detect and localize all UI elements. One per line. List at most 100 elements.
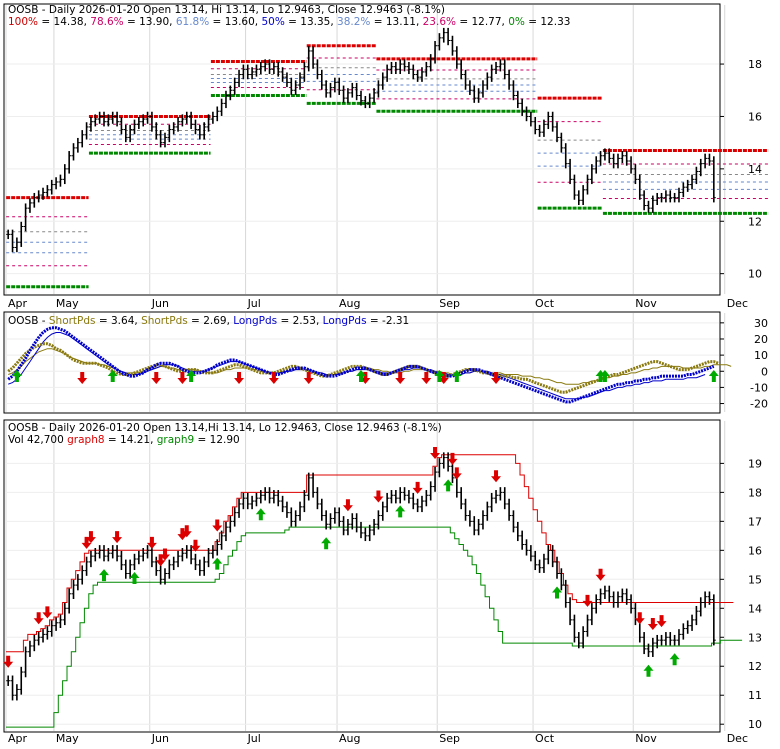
y-tick-label: 19 xyxy=(748,457,762,470)
sell-signal-arrow xyxy=(634,612,645,625)
middle-title-part: = 2.69, xyxy=(188,315,234,327)
x-tick-label-bottom: Nov xyxy=(635,732,657,745)
sell-signal-arrow xyxy=(447,452,458,465)
y-tick-label: -20 xyxy=(750,398,768,411)
fib-value: 12.33 xyxy=(540,16,570,28)
middle-title-part: = 3.64, xyxy=(96,315,142,327)
grid-layer xyxy=(5,5,726,731)
x-tick-label-top: Oct xyxy=(535,297,555,310)
fib-value: 14.38 xyxy=(54,16,84,28)
fib-sep: , xyxy=(255,16,262,28)
sell-signal-arrow xyxy=(491,372,502,384)
y-tick-label: 12 xyxy=(748,215,762,228)
x-tick-label-bottom: Oct xyxy=(535,732,555,745)
bottom-volume-part: = 14.21, xyxy=(105,434,157,446)
buy-signal-arrow xyxy=(395,505,406,518)
buy-signal-arrow xyxy=(255,508,266,521)
buy-signal-arrow xyxy=(356,370,366,382)
top-panel-frame xyxy=(3,3,721,296)
shortpds-line-2 xyxy=(8,348,732,385)
y-tick-label: 30 xyxy=(754,317,768,330)
sell-signal-arrow xyxy=(190,539,201,552)
sell-signal-arrow xyxy=(395,372,406,384)
buy-signal-arrow xyxy=(443,479,454,492)
fib-sep: , xyxy=(84,16,91,28)
bottom-volume-part: = 12.90 xyxy=(194,434,240,446)
sell-signal-arrow xyxy=(373,490,384,503)
bottom-volume-part: Vol 42,700 xyxy=(8,434,67,446)
fib-sep: , xyxy=(169,16,176,28)
fib-equals: = xyxy=(370,16,385,28)
buy-signal-arrow xyxy=(212,557,223,570)
middle-title-part: ShortPds xyxy=(141,315,188,327)
longpds-line-1 xyxy=(7,326,715,404)
bottom-volume-part: graph9 xyxy=(157,434,194,446)
sell-signal-arrow xyxy=(647,618,658,631)
x-tick-label-top: Jul xyxy=(247,297,261,310)
x-tick-label-bottom: Jun xyxy=(151,732,169,745)
y-tick-label: 17 xyxy=(748,515,762,528)
x-tick-label-bottom: Jul xyxy=(247,732,261,745)
bottom-volume-part: graph8 xyxy=(67,434,104,446)
buy-signal-arrow xyxy=(186,370,197,382)
x-tick-label-top: Jun xyxy=(151,297,169,310)
sell-signal-arrow xyxy=(159,548,170,561)
middle-title-part: = 2.53, xyxy=(277,315,323,327)
sell-signal-arrow xyxy=(656,615,667,628)
y-tick-label: -10 xyxy=(750,381,768,394)
buy-signal-arrow xyxy=(321,537,332,550)
sell-signal-arrow xyxy=(3,655,14,668)
fib-value: 13.35 xyxy=(300,16,330,28)
bottom-panel-frame xyxy=(3,419,721,733)
buy-signal-arrow xyxy=(434,370,445,382)
bottom-panel-volume-line: Vol 42,700 graph8 = 14.21, graph9 = 12.9… xyxy=(8,434,240,446)
sell-signal-arrow xyxy=(430,447,441,460)
axis-labels: Apr Apr May May Jun Jun Jul Jul Aug Aug Sep Sep Oct O… xyxy=(8,58,768,745)
x-tick-label-bottom: Apr xyxy=(8,732,28,745)
buy-signal-arrow xyxy=(669,653,680,666)
sell-signal-arrow xyxy=(491,470,502,483)
graph8-line xyxy=(6,454,734,653)
bottom-panel-marks xyxy=(3,447,743,728)
y-tick-label: 14 xyxy=(748,602,762,615)
fib-value: 12.77 xyxy=(471,16,501,28)
x-tick-label-bottom: Aug xyxy=(339,732,360,745)
y-tick-label: 11 xyxy=(748,689,762,702)
y-tick-label: 10 xyxy=(748,718,762,731)
x-tick-label-bottom: Sep xyxy=(439,732,460,745)
fib-equals: = xyxy=(456,16,471,28)
y-tick-label: 16 xyxy=(748,544,762,557)
fib-pct: 0% xyxy=(508,16,525,28)
sell-signal-arrow xyxy=(42,606,53,619)
middle-panel-marks xyxy=(7,326,732,404)
fib-value: 13.60 xyxy=(225,16,255,28)
fib-equals: = xyxy=(124,16,139,28)
y-tick-label: 12 xyxy=(748,660,762,673)
fib-pct: 100% xyxy=(8,16,38,28)
y-tick-label: 14 xyxy=(748,163,762,176)
buy-signal-arrow xyxy=(552,586,563,599)
fib-pct: 78.6% xyxy=(90,16,123,28)
sell-signal-arrow xyxy=(155,554,166,567)
buy-signal-arrow xyxy=(107,370,118,382)
sell-signal-arrow xyxy=(33,612,44,625)
buy-signal-arrow xyxy=(643,664,654,677)
middle-panel-frame xyxy=(3,311,721,414)
fib-equals: = xyxy=(525,16,540,28)
x-tick-label-bottom: May xyxy=(56,732,79,745)
fib-equals: = xyxy=(285,16,300,28)
sell-signal-arrow xyxy=(77,372,88,384)
fib-value: 13.90 xyxy=(139,16,169,28)
sell-signal-arrow xyxy=(177,528,188,541)
fib-sep: , xyxy=(502,16,509,28)
sell-signal-arrow xyxy=(151,372,162,384)
x-tick-label-bottom: Dec xyxy=(727,732,748,745)
y-tick-label: 10 xyxy=(748,268,762,281)
middle-title-part: ShortPds xyxy=(49,315,96,327)
middle-title-part: LongPds xyxy=(323,315,367,327)
sell-signal-arrow xyxy=(342,499,353,512)
x-tick-label-top: May xyxy=(56,297,79,310)
middle-title-part: LongPds xyxy=(233,315,277,327)
buy-signal-arrow xyxy=(99,569,110,582)
